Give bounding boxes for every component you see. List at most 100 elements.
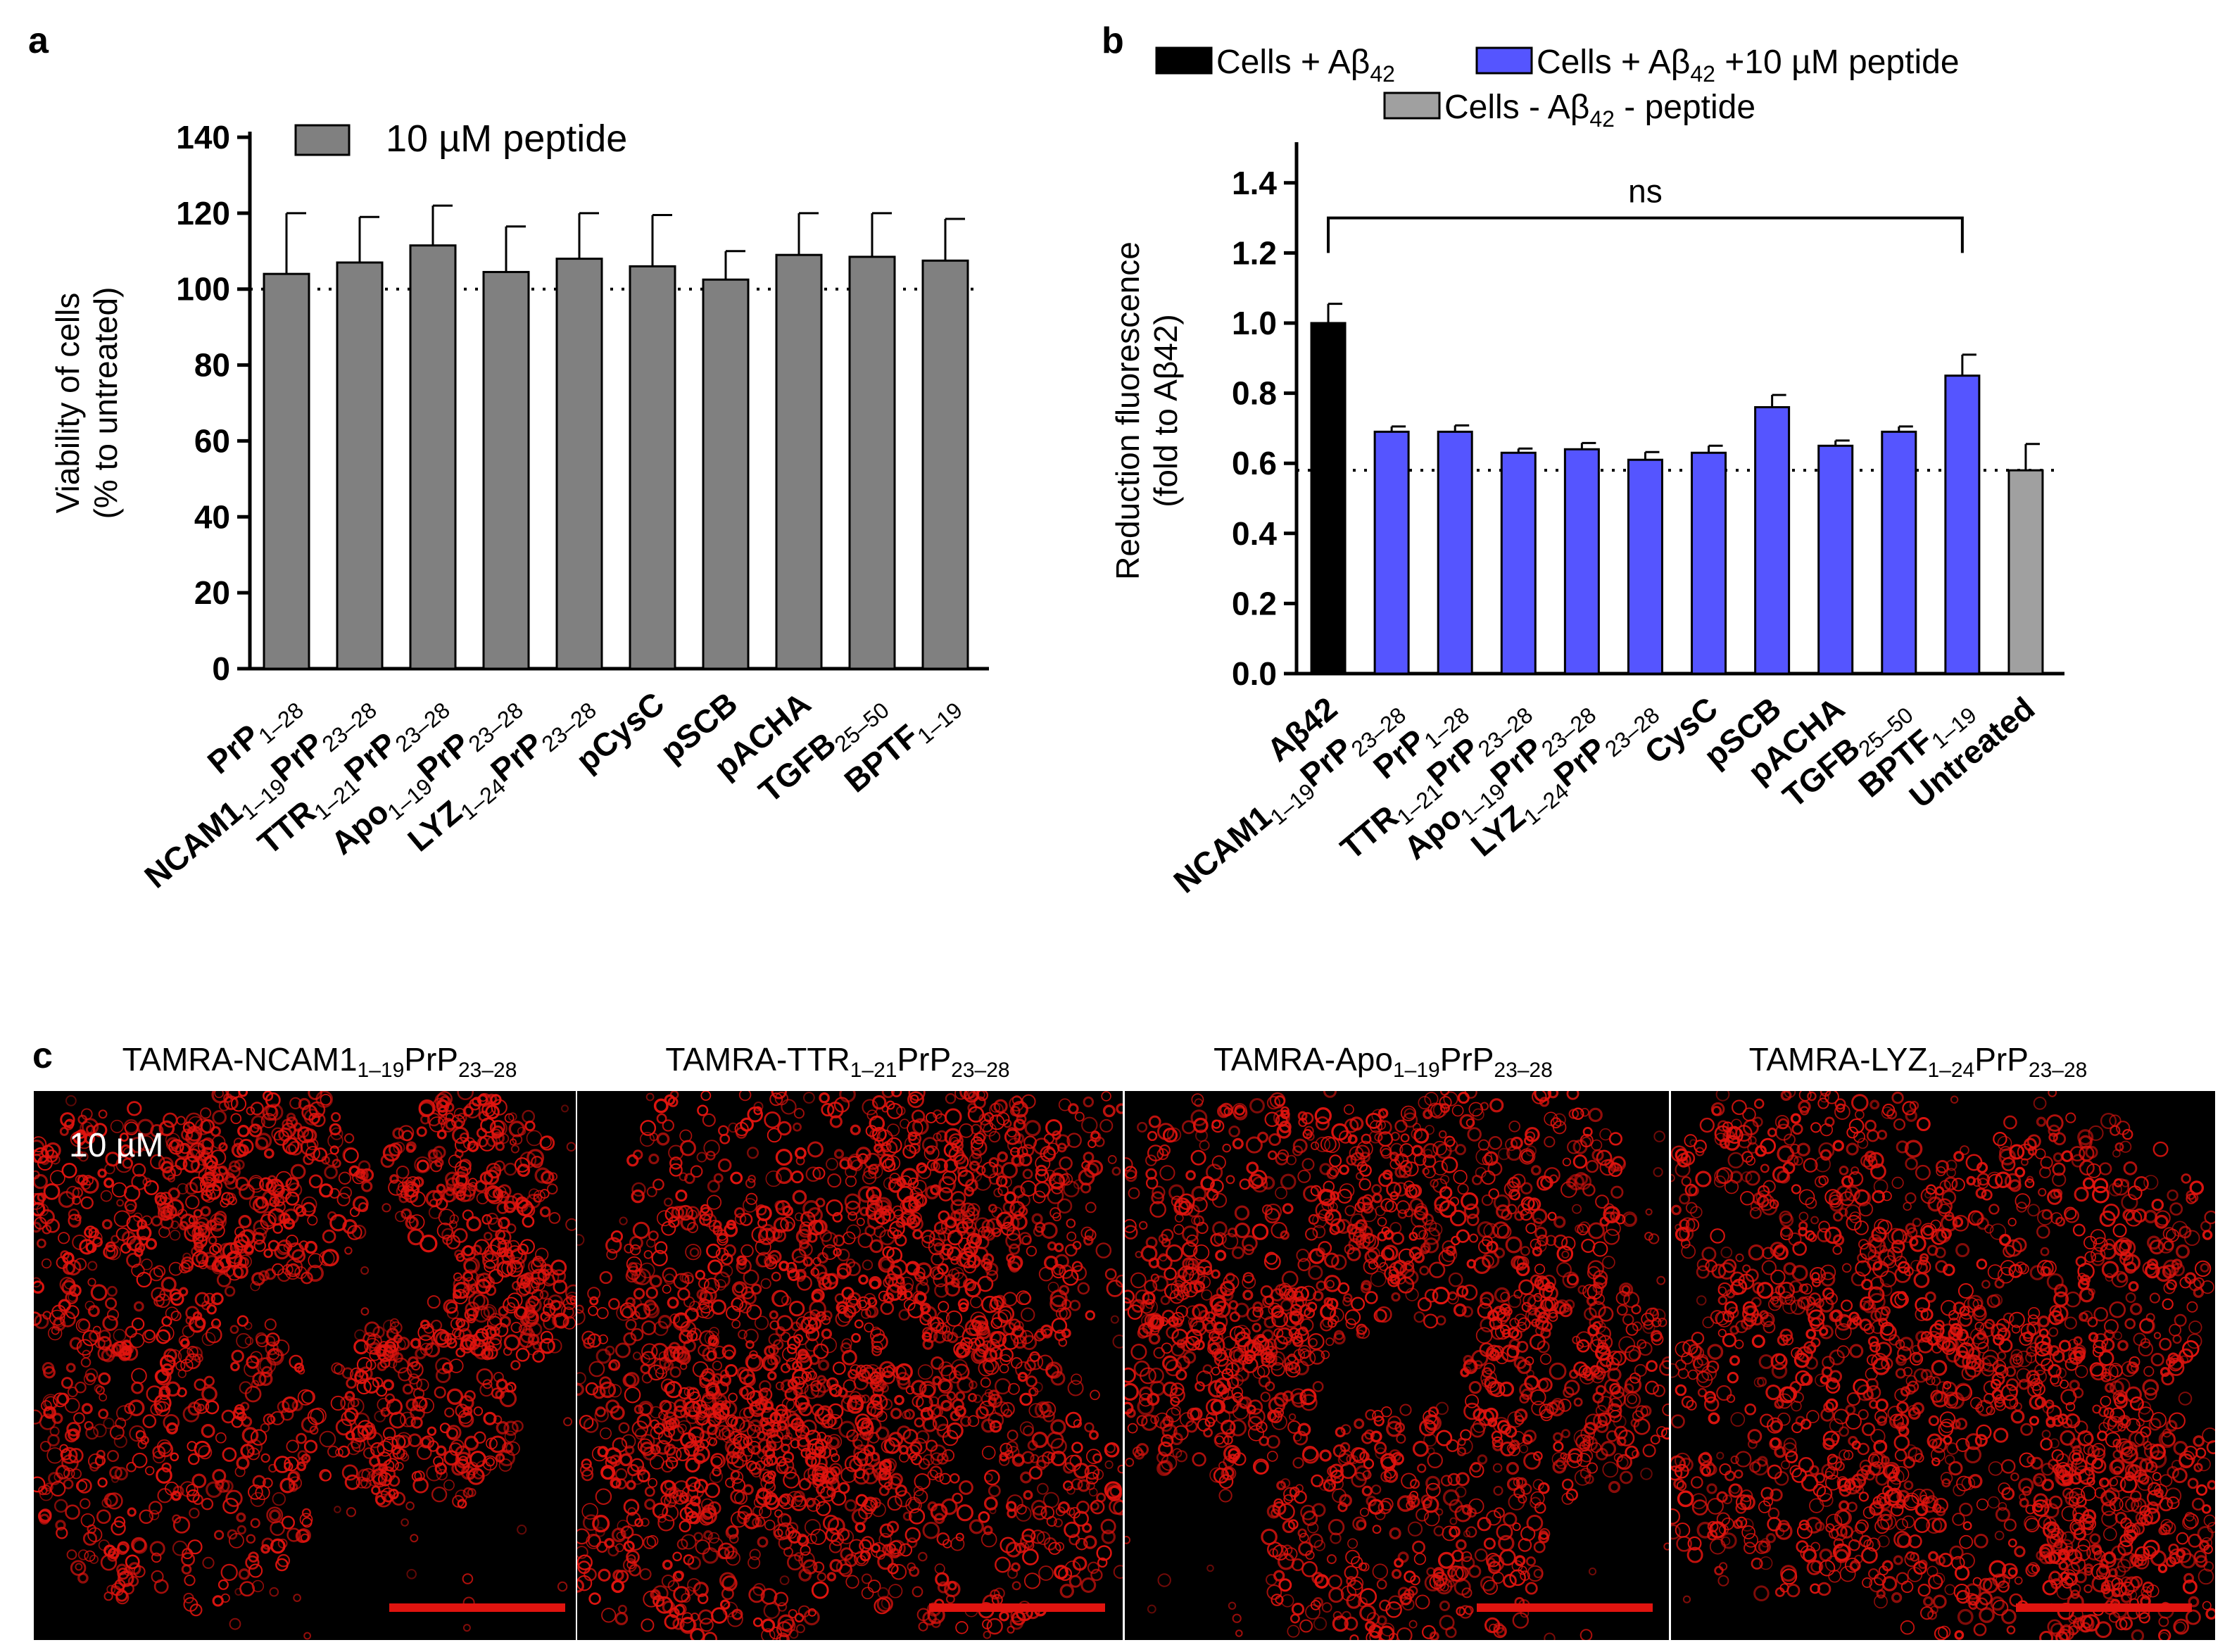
cell bbox=[63, 1478, 74, 1489]
cell bbox=[65, 1185, 80, 1199]
cell bbox=[1604, 1159, 1614, 1169]
cell bbox=[803, 1092, 815, 1104]
cell bbox=[455, 1190, 466, 1201]
cell bbox=[319, 1183, 334, 1198]
cell bbox=[650, 1425, 664, 1439]
cell bbox=[360, 1168, 374, 1182]
cell bbox=[726, 1451, 740, 1465]
cell bbox=[294, 1266, 308, 1279]
cell bbox=[97, 1336, 112, 1351]
cell bbox=[510, 1321, 522, 1333]
cell bbox=[780, 1216, 795, 1232]
cell bbox=[577, 1528, 590, 1545]
cell bbox=[498, 1449, 515, 1467]
cell bbox=[760, 1475, 775, 1490]
cell bbox=[1565, 1488, 1578, 1501]
cell bbox=[627, 1261, 638, 1273]
cell bbox=[483, 1232, 493, 1241]
cell bbox=[753, 1102, 764, 1111]
cell bbox=[1271, 1508, 1280, 1518]
cell bbox=[64, 1429, 79, 1443]
cell bbox=[599, 1381, 617, 1399]
cell bbox=[581, 1458, 592, 1470]
cell bbox=[583, 1418, 599, 1433]
cell bbox=[1482, 1154, 1493, 1166]
cell bbox=[985, 1262, 999, 1276]
cell bbox=[127, 1507, 137, 1517]
cell bbox=[252, 1475, 266, 1489]
cell bbox=[1192, 1304, 1208, 1320]
cell bbox=[229, 1618, 241, 1630]
cell bbox=[612, 1437, 628, 1453]
cell bbox=[1567, 1140, 1581, 1154]
cell bbox=[169, 1288, 182, 1301]
cell bbox=[1498, 1534, 1515, 1552]
cell bbox=[1461, 1587, 1473, 1599]
cell bbox=[702, 1547, 719, 1564]
cell bbox=[1598, 1306, 1614, 1322]
cell bbox=[1595, 1405, 1608, 1417]
cell bbox=[1259, 1435, 1270, 1446]
cell bbox=[862, 1468, 879, 1484]
cell bbox=[176, 1116, 186, 1125]
cell bbox=[1576, 1342, 1584, 1349]
cell bbox=[795, 1395, 809, 1410]
cell bbox=[871, 1126, 887, 1142]
cell bbox=[550, 1259, 567, 1276]
cell bbox=[664, 1206, 681, 1222]
cell bbox=[1125, 1367, 1136, 1383]
cell bbox=[1371, 1109, 1385, 1123]
cell bbox=[868, 1432, 880, 1444]
cell bbox=[68, 1292, 77, 1302]
cell bbox=[745, 1339, 755, 1349]
cell bbox=[77, 1478, 92, 1494]
cell bbox=[170, 1452, 179, 1462]
cell bbox=[793, 1328, 810, 1346]
cell bbox=[1130, 1344, 1147, 1361]
cell bbox=[1292, 1145, 1304, 1156]
cell bbox=[1428, 1223, 1443, 1237]
cell bbox=[1096, 1545, 1112, 1561]
cell bbox=[662, 1285, 672, 1294]
cell bbox=[1446, 1568, 1457, 1577]
cell bbox=[264, 1268, 277, 1280]
cell bbox=[1492, 1440, 1503, 1451]
cell bbox=[41, 1258, 52, 1269]
cell bbox=[1406, 1494, 1417, 1505]
cell bbox=[1506, 1145, 1522, 1161]
cell bbox=[623, 1499, 640, 1515]
cell bbox=[1377, 1500, 1392, 1515]
cell bbox=[1377, 1108, 1389, 1119]
cell bbox=[41, 1484, 51, 1495]
cell bbox=[858, 1299, 867, 1309]
cell bbox=[988, 1412, 1004, 1428]
cell bbox=[581, 1503, 598, 1520]
cell bbox=[1358, 1178, 1371, 1191]
cell bbox=[350, 1437, 362, 1449]
cell bbox=[531, 1289, 544, 1301]
cell bbox=[1268, 1548, 1279, 1558]
cell bbox=[713, 1271, 731, 1288]
cell bbox=[468, 1178, 478, 1187]
cell bbox=[861, 1366, 879, 1385]
cell bbox=[501, 1442, 514, 1454]
cell bbox=[352, 1171, 365, 1185]
cell bbox=[512, 1420, 524, 1432]
cell bbox=[754, 1316, 769, 1330]
cell bbox=[855, 1522, 866, 1533]
cell bbox=[1104, 1268, 1117, 1280]
cell bbox=[238, 1568, 251, 1580]
cell bbox=[657, 1210, 673, 1227]
cell bbox=[784, 1387, 798, 1401]
cell bbox=[1030, 1499, 1047, 1516]
cell bbox=[588, 1534, 601, 1548]
cell bbox=[273, 1195, 285, 1207]
cell bbox=[1487, 1417, 1498, 1427]
cell bbox=[1572, 1139, 1588, 1154]
cell bbox=[1394, 1422, 1406, 1433]
cell bbox=[1337, 1282, 1350, 1294]
cell bbox=[698, 1609, 714, 1625]
cell bbox=[783, 1546, 793, 1557]
cell bbox=[298, 1456, 308, 1467]
cell bbox=[464, 1389, 476, 1402]
